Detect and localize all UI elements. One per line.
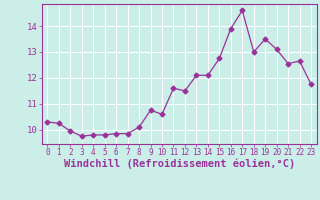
X-axis label: Windchill (Refroidissement éolien,°C): Windchill (Refroidissement éolien,°C) [64, 159, 295, 169]
